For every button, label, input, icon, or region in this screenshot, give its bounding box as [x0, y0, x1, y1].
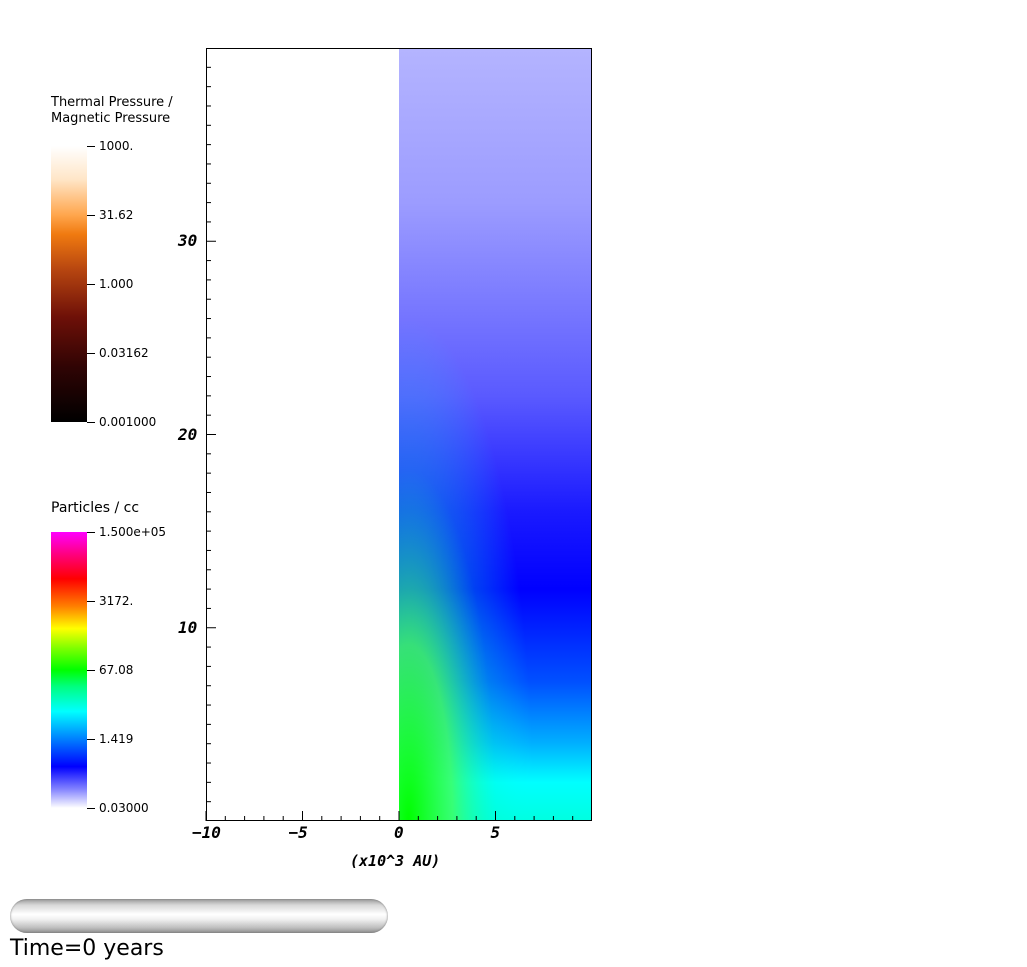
density-tick-label: 0.03000	[99, 801, 149, 815]
thermal-tick-label: 1000.	[99, 139, 134, 153]
thermal-legend-title: Thermal Pressure / Magnetic Pressure	[51, 95, 173, 126]
density-plot	[205, 48, 592, 821]
density-core	[399, 48, 592, 821]
x-tick-label: −5	[288, 823, 308, 842]
density-tick-label: 1.500e+05	[99, 525, 167, 539]
thermal-tick-mark	[87, 284, 95, 285]
density-colorbar	[51, 532, 87, 808]
thermal-tick-label: 0.001000	[99, 415, 157, 429]
thermal-tick-label: 0.03162	[99, 346, 149, 360]
thermal-colorbar	[51, 146, 87, 422]
thermal-tick-label: 31.62	[99, 208, 134, 222]
density-tick-mark	[87, 739, 95, 740]
x-tick-label: 5	[490, 823, 501, 842]
density-tick-mark	[87, 808, 95, 809]
density-tick-label: 3172.	[99, 594, 134, 608]
thermal-tick-mark	[87, 146, 95, 147]
time-label: Time=0 years	[10, 936, 164, 961]
y-tick-label: 20	[178, 424, 198, 444]
x-tick-label: 0	[394, 823, 404, 842]
y-tick-label: 10	[178, 617, 198, 637]
thermal-tick-mark	[87, 422, 95, 423]
thermal-tick-mark	[87, 353, 95, 354]
density-legend-title: Particles / cc	[51, 500, 140, 516]
thermal-tick-label: 1.000	[99, 277, 134, 291]
density-tick-mark	[87, 670, 95, 671]
x-axis-label: (x10^3 AU)	[350, 852, 441, 870]
x-tick-label: −10	[192, 823, 221, 842]
density-tick-label: 1.419	[99, 732, 134, 746]
density-tick-mark	[87, 532, 95, 533]
y-tick-label: 30	[178, 231, 198, 251]
density-tick-label: 67.08	[99, 663, 134, 677]
time-progress-bar[interactable]	[10, 899, 388, 933]
thermal-tick-mark	[87, 215, 95, 216]
density-tick-mark	[87, 601, 95, 602]
